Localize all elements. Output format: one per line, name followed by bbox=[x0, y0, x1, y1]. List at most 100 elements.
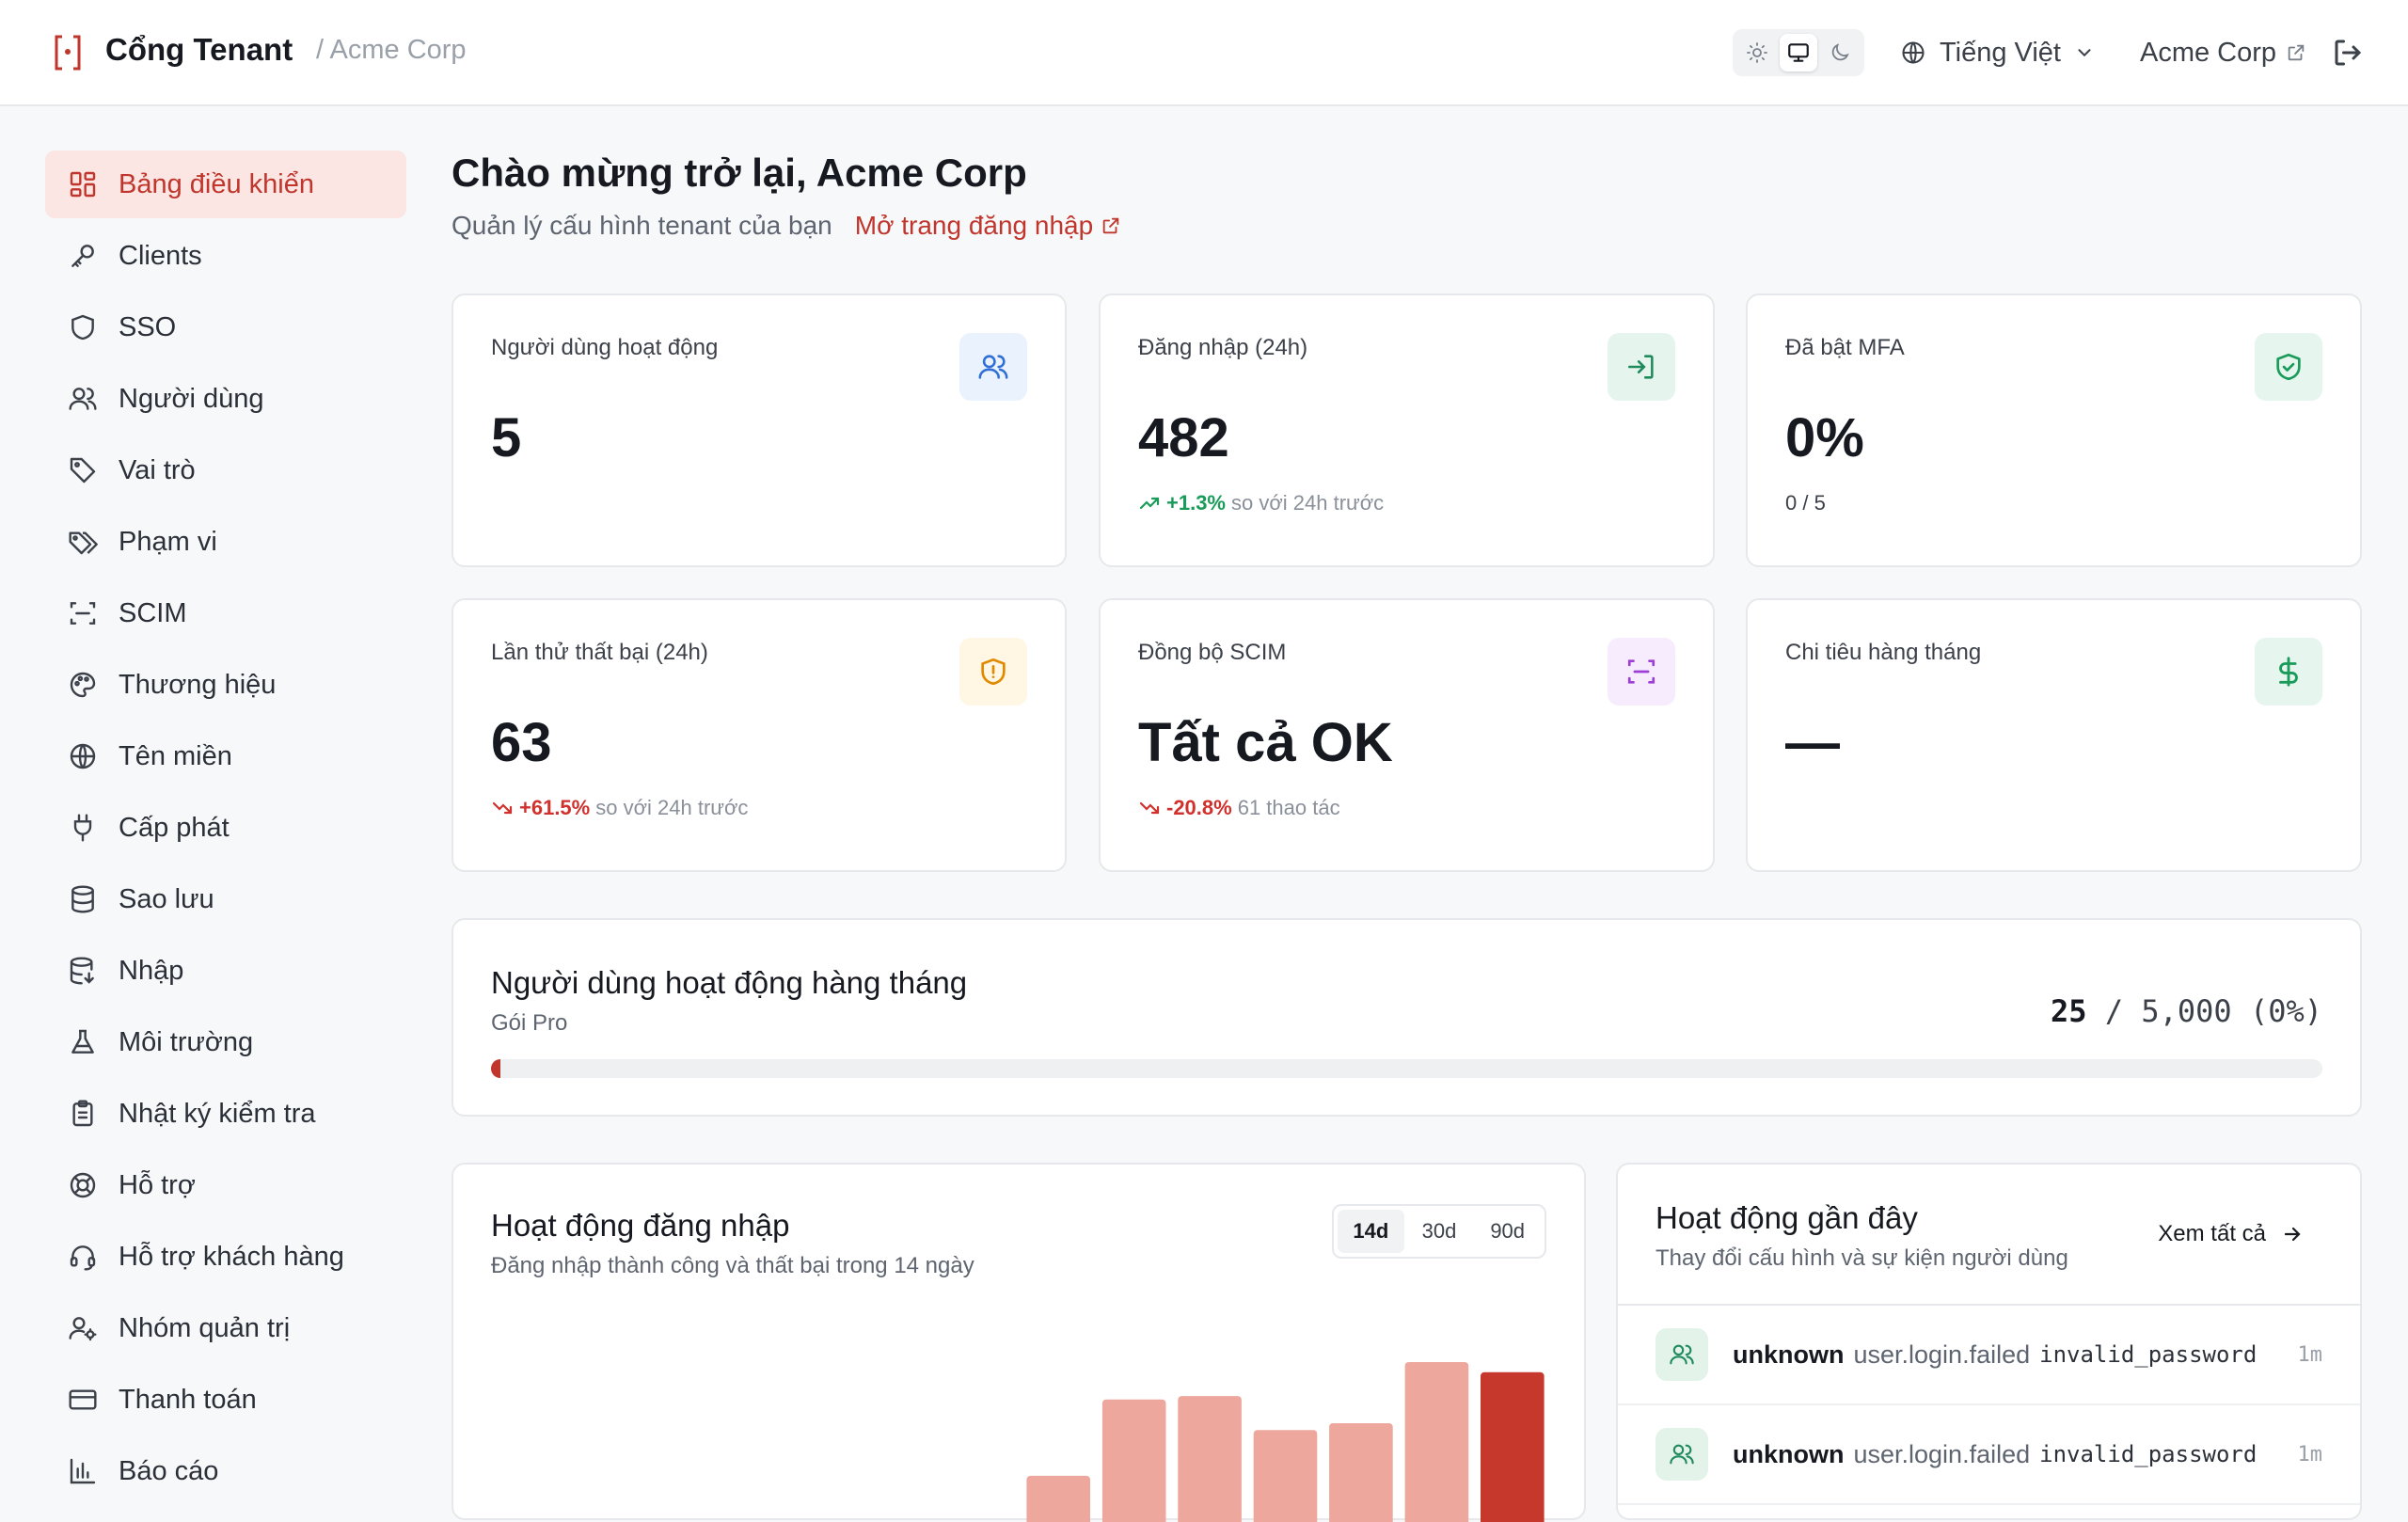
external-link-icon bbox=[2288, 44, 2305, 61]
stat-icon-box bbox=[1608, 333, 1675, 401]
range-14d-button[interactable]: 14d bbox=[1338, 1210, 1404, 1253]
chart-bar[interactable] bbox=[1101, 1399, 1166, 1522]
brand-logo-icon[interactable] bbox=[53, 34, 83, 71]
sidebar-item-label: Vai trò bbox=[119, 454, 196, 485]
stat-delta-note: 61 thao tác bbox=[1237, 796, 1340, 819]
divider bbox=[1618, 1304, 2360, 1306]
see-all-link[interactable]: Xem tất cả bbox=[2158, 1221, 2304, 1247]
stat-card-scim-sync[interactable]: Đồng bộ SCIM Tất cả OK -20.8% 61 thao tá… bbox=[1099, 598, 1715, 872]
sidebar-item-sso[interactable]: SSO bbox=[45, 293, 406, 361]
activity-row[interactable]: unknown user.login.failed invalid_passwo… bbox=[1618, 1306, 2360, 1405]
arrow-right-icon bbox=[2284, 1227, 2301, 1242]
stat-label: Lần thử thất bại (24h) bbox=[491, 640, 708, 665]
monthly-active-users-card: Người dùng hoạt động hàng tháng Gói Pro … bbox=[452, 918, 2362, 1117]
sidebar-item-label: Môi trường bbox=[119, 1026, 254, 1057]
tags-icon bbox=[69, 531, 98, 555]
sidebar-item-support[interactable]: Hỗ trợ bbox=[45, 1151, 406, 1219]
clipboard-icon bbox=[72, 1100, 93, 1127]
sidebar-item-import[interactable]: Nhập bbox=[45, 937, 406, 1005]
activity-reason: invalid_password bbox=[2039, 1441, 2258, 1467]
sidebar-item-backups[interactable]: Sao lưu bbox=[45, 865, 406, 933]
login-activity-card: Hoạt động đăng nhập Đăng nhập thành công… bbox=[452, 1163, 1586, 1522]
sidebar-item-billing[interactable]: Thanh toán bbox=[45, 1366, 406, 1434]
users-icon bbox=[978, 355, 1008, 379]
key-icon bbox=[71, 245, 94, 267]
shield-alert-icon bbox=[981, 658, 1006, 686]
stat-label: Đồng bộ SCIM bbox=[1138, 640, 1287, 665]
stat-card-active-users[interactable]: Người dùng hoạt động 5 bbox=[452, 293, 1067, 567]
sidebar-item-customer-support[interactable]: Hỗ trợ khách hàng bbox=[45, 1223, 406, 1291]
sidebar-item-environments[interactable]: Môi trường bbox=[45, 1008, 406, 1076]
stat-card-failed-attempts[interactable]: Lần thử thất bại (24h) 63 +61.5% so với … bbox=[452, 598, 1067, 872]
stat-value: 5 bbox=[491, 407, 522, 468]
chart-bar[interactable] bbox=[1178, 1396, 1242, 1522]
language-select[interactable]: Tiếng Việt bbox=[1900, 32, 2095, 73]
tenant-external-link[interactable]: Acme Corp bbox=[2140, 32, 2306, 73]
sidebar-item-roles[interactable]: Vai trò bbox=[45, 436, 406, 504]
plug-icon bbox=[73, 814, 92, 842]
tag-icon bbox=[70, 457, 96, 484]
sidebar-item-clients[interactable]: Clients bbox=[45, 222, 406, 290]
theme-switcher bbox=[1733, 29, 1864, 76]
stat-delta-value: -20.8% bbox=[1166, 796, 1232, 819]
sidebar-item-label: Phạm vi bbox=[119, 526, 217, 557]
tenant-link-label: Acme Corp bbox=[2140, 37, 2277, 68]
trend-down-icon bbox=[1139, 801, 1160, 815]
chart-bar[interactable] bbox=[1253, 1430, 1318, 1522]
stat-label: Chi tiêu hàng tháng bbox=[1785, 640, 1982, 665]
theme-dark-button[interactable] bbox=[1821, 34, 1859, 71]
stat-card-logins-24h[interactable]: Đăng nhập (24h) 482 +1.3% so với 24h trư… bbox=[1099, 293, 1715, 567]
sidebar-item-branding[interactable]: Thương hiệu bbox=[45, 651, 406, 719]
range-90d-button[interactable]: 90d bbox=[1490, 1219, 1526, 1243]
activity-row[interactable]: unknown user.login.failed invalid_passwo… bbox=[1618, 1405, 2360, 1505]
stat-icon-box bbox=[959, 333, 1027, 401]
mau-plan: Gói Pro bbox=[491, 1010, 568, 1036]
sidebar-item-reports[interactable]: Báo cáo bbox=[45, 1437, 406, 1505]
sidebar-item-admin-groups[interactable]: Nhóm quản trị bbox=[45, 1294, 406, 1362]
sun-icon bbox=[1747, 42, 1767, 63]
sidebar-item-provisioning[interactable]: Cấp phát bbox=[45, 794, 406, 862]
dollar-icon bbox=[2279, 657, 2298, 687]
scan-icon bbox=[1627, 659, 1656, 684]
chart-bar[interactable] bbox=[1329, 1423, 1393, 1522]
mau-usage: 25 / 5,000 (0%) bbox=[2051, 993, 2322, 1029]
sidebar-item-scopes[interactable]: Phạm vi bbox=[45, 508, 406, 576]
activity-reason: invalid_password bbox=[2039, 1341, 2258, 1368]
chart-bar[interactable] bbox=[1026, 1475, 1090, 1522]
chart-bar[interactable] bbox=[1404, 1362, 1469, 1522]
stat-card-mfa[interactable]: Đã bật MFA 0% 0 / 5 bbox=[1746, 293, 2362, 567]
monitor-icon bbox=[1788, 43, 1809, 62]
sidebar-item-domains[interactable]: Tên miền bbox=[45, 722, 406, 790]
login-activity-subtitle: Đăng nhập thành công và thất bại trong 1… bbox=[491, 1253, 974, 1278]
stat-value: 0% bbox=[1785, 407, 1864, 468]
open-login-page-link[interactable]: Mở trang đăng nhập bbox=[855, 211, 1121, 241]
stat-card-monthly-spend[interactable]: Chi tiêu hàng tháng — bbox=[1746, 598, 2362, 872]
app-title[interactable]: Cổng Tenant bbox=[105, 32, 293, 67]
stat-value: 63 bbox=[491, 712, 552, 773]
sidebar-item-dashboard[interactable]: Bảng điều khiển bbox=[45, 151, 406, 218]
stat-value: 482 bbox=[1138, 407, 1229, 468]
sidebar-item-label: Báo cáo bbox=[119, 1455, 219, 1486]
stat-icon-box bbox=[2255, 333, 2322, 401]
page-subtitle-row: Quản lý cấu hình tenant của bạn Mở trang… bbox=[452, 211, 1121, 241]
sidebar-item-scim[interactable]: SCIM bbox=[45, 579, 406, 647]
sidebar-item-audit-log[interactable]: Nhật ký kiểm tra bbox=[45, 1080, 406, 1148]
range-30d-button[interactable]: 30d bbox=[1421, 1219, 1457, 1243]
trend-down-icon bbox=[492, 801, 513, 815]
activity-event: user.login.failed bbox=[1853, 1340, 2031, 1369]
sidebar-item-label: Nhật ký kiểm tra bbox=[119, 1098, 316, 1129]
theme-light-button[interactable] bbox=[1738, 34, 1776, 71]
bar-chart-icon bbox=[70, 1458, 96, 1484]
sidebar-item-label: SCIM bbox=[119, 597, 187, 628]
palette-icon bbox=[70, 672, 96, 698]
sidebar-item-label: SSO bbox=[119, 311, 177, 342]
chart-bar[interactable] bbox=[1481, 1371, 1545, 1522]
sidebar-item-label: Bảng điều khiển bbox=[119, 168, 314, 199]
language-label: Tiếng Việt bbox=[1940, 37, 2061, 68]
mau-used: 25 bbox=[2051, 993, 2087, 1029]
logout-icon[interactable] bbox=[2331, 36, 2365, 70]
sidebar-item-users[interactable]: Người dùng bbox=[45, 365, 406, 433]
stat-value: — bbox=[1785, 712, 1840, 773]
shield-icon bbox=[71, 314, 94, 341]
theme-system-button[interactable] bbox=[1780, 34, 1817, 71]
